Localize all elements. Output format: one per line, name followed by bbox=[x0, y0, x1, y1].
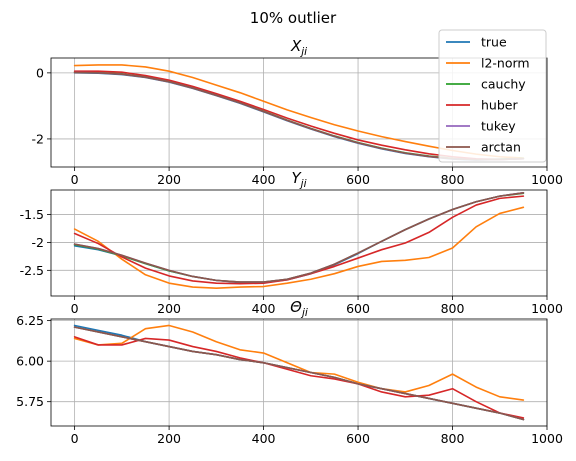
subplot-title-subscript: ji bbox=[299, 46, 307, 58]
subplot-title-base: Y bbox=[291, 169, 302, 187]
subplot-title: Xji bbox=[290, 37, 307, 58]
y-tick-label: 6.00 bbox=[16, 354, 44, 369]
x-tick-label: 800 bbox=[441, 172, 465, 187]
x-tick-label: 1000 bbox=[531, 431, 563, 446]
x-tick-label: 200 bbox=[157, 431, 181, 446]
x-tick-label: 800 bbox=[441, 301, 465, 316]
axes-frame bbox=[50, 318, 548, 427]
legend-label-tukey: tukey bbox=[481, 119, 516, 134]
subplot-title-base: X bbox=[290, 37, 302, 55]
legend-label-arctan: arctan bbox=[481, 140, 521, 155]
x-tick-label: 200 bbox=[157, 301, 181, 316]
legend-label-cauchy: cauchy bbox=[481, 77, 526, 92]
subplot-title: Θji bbox=[290, 298, 308, 319]
subplot-3: 0 200 400 600 800 1000 6.25 6.00 5.75 Θji bbox=[16, 298, 563, 446]
series-line-arctan bbox=[73, 191, 525, 283]
legend-label-l2-norm: l2-norm bbox=[481, 56, 530, 71]
y-tick-label: -2.5 bbox=[20, 263, 44, 278]
x-tick-label: 1000 bbox=[531, 172, 563, 187]
series-line-huber bbox=[73, 336, 525, 419]
x-tick-label: 600 bbox=[346, 431, 370, 446]
y-tick-label: -1.5 bbox=[20, 207, 44, 222]
x-tick-label: 600 bbox=[346, 301, 370, 316]
subplot-2: 0 200 400 600 800 1000 -1.5 -2 -2.5 Yji bbox=[20, 169, 563, 316]
subplot-title-subscript: ji bbox=[300, 307, 308, 319]
x-tick-label: 400 bbox=[252, 172, 276, 187]
series-line-l2-norm bbox=[73, 324, 525, 401]
x-tick-label: 0 bbox=[71, 172, 79, 187]
x-tick-label: 600 bbox=[346, 172, 370, 187]
legend-label-true: true bbox=[481, 35, 507, 50]
subplot-title-subscript: ji bbox=[299, 178, 307, 190]
x-tick-label: 200 bbox=[157, 172, 181, 187]
subplots: 0 200 400 600 800 1000 0 -2 Xji 0 200 400 600 800 1000… bbox=[16, 37, 563, 446]
y-tick-label: 0 bbox=[36, 65, 44, 80]
series-group bbox=[73, 324, 525, 421]
y-tick-label: 6.25 bbox=[16, 313, 44, 328]
legend: true l2-norm cauchy huber tukey arctan bbox=[438, 29, 547, 163]
axes-frame bbox=[50, 57, 548, 168]
y-tick-label: -2 bbox=[32, 131, 44, 146]
x-tick-label: 800 bbox=[441, 431, 465, 446]
subplot-title-base: Θ bbox=[290, 298, 302, 316]
x-tick-label: 400 bbox=[252, 301, 276, 316]
x-tick-label: 0 bbox=[71, 301, 79, 316]
legend-label-huber: huber bbox=[481, 98, 518, 113]
series-line-arctan bbox=[73, 326, 525, 421]
series-line-l2-norm bbox=[73, 206, 525, 289]
axes-frame bbox=[50, 189, 548, 297]
series-group bbox=[73, 191, 525, 289]
subplot-title: Yji bbox=[291, 169, 306, 190]
x-tick-label: 400 bbox=[252, 431, 276, 446]
y-tick-label: 5.75 bbox=[16, 394, 44, 409]
x-tick-label: 0 bbox=[71, 431, 79, 446]
y-tick-label: -2 bbox=[32, 235, 44, 250]
figure-suptitle: 10% outlier bbox=[250, 9, 337, 27]
x-tick-label: 1000 bbox=[531, 301, 563, 316]
